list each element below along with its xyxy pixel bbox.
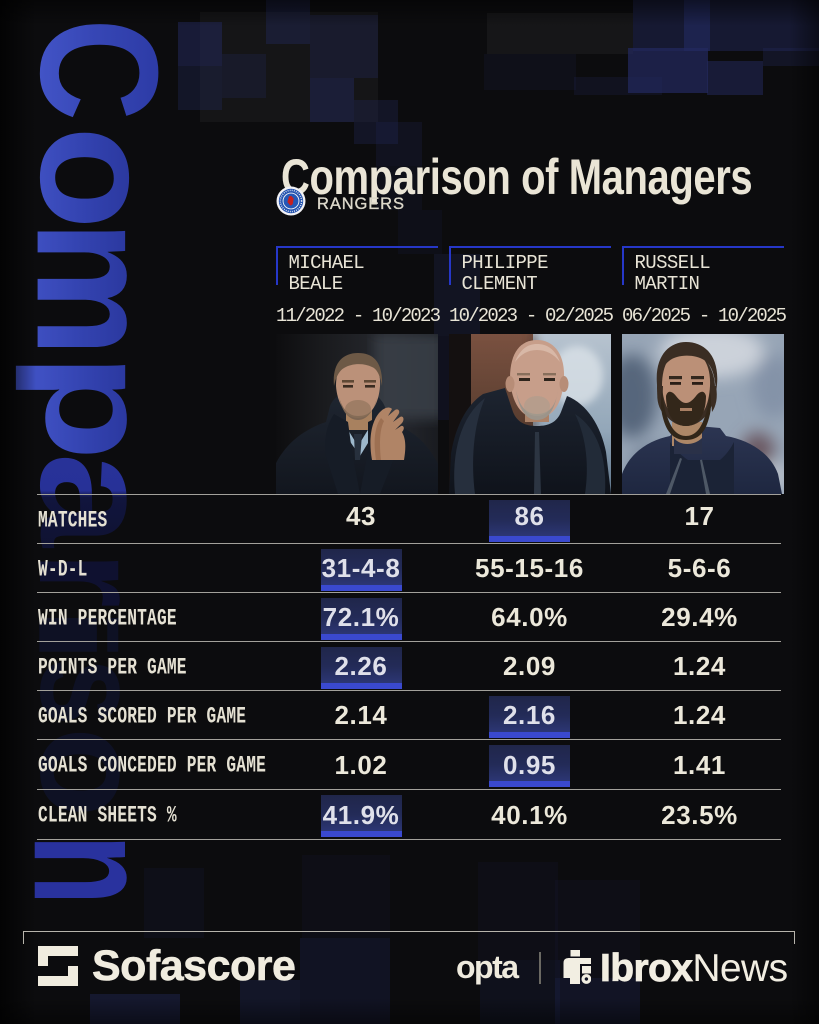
- svg-text:i: i: [16, 601, 137, 669]
- svg-text:o: o: [6, 126, 187, 229]
- svg-text:RANGERS: RANGERS: [317, 195, 405, 213]
- svg-text:p: p: [15, 353, 181, 460]
- svg-text:o: o: [10, 727, 172, 817]
- svg-text:s: s: [10, 658, 172, 725]
- svg-text:C: C: [6, 18, 194, 121]
- svg-text:a: a: [8, 453, 185, 549]
